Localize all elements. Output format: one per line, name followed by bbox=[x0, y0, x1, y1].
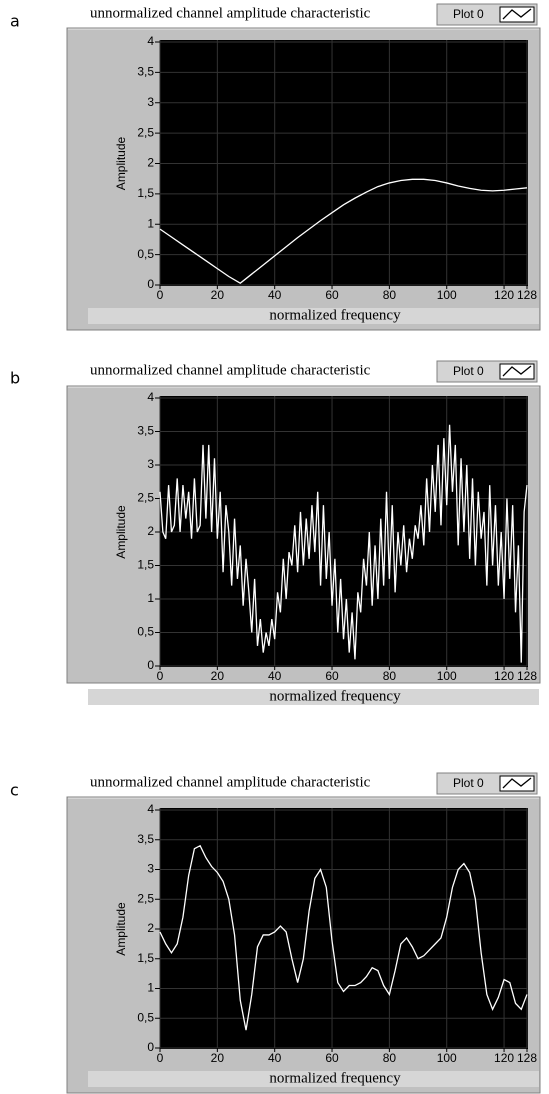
y-tick-label: 4 bbox=[147, 34, 154, 48]
y-tick-label: 2 bbox=[147, 156, 154, 170]
xlabel-strip bbox=[88, 308, 539, 324]
x-tick-label: 120 bbox=[494, 1051, 514, 1065]
x-axis-label: normalized frequency bbox=[269, 307, 401, 323]
x-tick-label: 128 bbox=[517, 669, 537, 683]
y-tick-label: 0 bbox=[147, 277, 154, 291]
panel-label: a bbox=[10, 12, 20, 31]
x-tick-label: 20 bbox=[211, 669, 225, 683]
chart-title: unnormalized channel amplitude character… bbox=[90, 5, 371, 21]
x-tick-label: 0 bbox=[157, 669, 164, 683]
y-tick-label: 1 bbox=[147, 981, 154, 995]
x-tick-label: 0 bbox=[157, 288, 164, 302]
legend-glyph bbox=[502, 365, 532, 377]
panel-label: b bbox=[10, 369, 20, 388]
x-tick-label: 40 bbox=[268, 669, 282, 683]
legend-label: Plot 0 bbox=[453, 7, 484, 21]
y-tick-label: 4 bbox=[147, 802, 154, 816]
y-tick-label: 1,5 bbox=[137, 558, 154, 572]
y-axis-label: Amplitude bbox=[114, 505, 128, 559]
y-tick-label: 2,5 bbox=[137, 125, 154, 139]
x-tick-label: 100 bbox=[437, 1051, 457, 1065]
y-tick-label: 0 bbox=[147, 1040, 154, 1054]
y-tick-label: 4 bbox=[147, 390, 154, 404]
x-tick-label: 128 bbox=[517, 288, 537, 302]
legend-glyph bbox=[502, 8, 532, 20]
y-tick-label: 1 bbox=[147, 591, 154, 605]
y-tick-label: 0,5 bbox=[137, 247, 154, 261]
y-axis-label: Amplitude bbox=[114, 137, 128, 191]
x-tick-label: 100 bbox=[437, 288, 457, 302]
legend-label: Plot 0 bbox=[453, 364, 484, 378]
data-line bbox=[159, 424, 528, 663]
y-tick-label: 3,5 bbox=[137, 424, 154, 438]
y-tick-label: 3,5 bbox=[137, 832, 154, 846]
y-tick-label: 0,5 bbox=[137, 625, 154, 639]
y-tick-label: 1 bbox=[147, 216, 154, 230]
y-tick-label: 1,5 bbox=[137, 951, 154, 965]
xlabel-strip bbox=[88, 689, 539, 705]
y-tick-label: 2,5 bbox=[137, 491, 154, 505]
x-tick-label: 0 bbox=[157, 1051, 164, 1065]
y-tick-label: 3 bbox=[147, 95, 154, 109]
x-tick-label: 100 bbox=[437, 669, 457, 683]
x-tick-label: 60 bbox=[325, 1051, 339, 1065]
x-tick-label: 20 bbox=[211, 1051, 225, 1065]
x-tick-label: 20 bbox=[211, 288, 225, 302]
x-tick-label: 40 bbox=[268, 288, 282, 302]
chart-title: unnormalized channel amplitude character… bbox=[90, 362, 371, 378]
y-tick-label: 3,5 bbox=[137, 65, 154, 79]
x-tick-label: 80 bbox=[383, 669, 397, 683]
legend-label: Plot 0 bbox=[453, 776, 484, 790]
y-tick-label: 0,5 bbox=[137, 1010, 154, 1024]
x-tick-label: 80 bbox=[383, 288, 397, 302]
x-axis-label: normalized frequency bbox=[269, 688, 401, 704]
panel-label: c bbox=[10, 781, 19, 800]
x-tick-label: 60 bbox=[325, 288, 339, 302]
y-tick-label: 3 bbox=[147, 862, 154, 876]
y-tick-label: 1,5 bbox=[137, 186, 154, 200]
y-tick-label: 2 bbox=[147, 921, 154, 935]
x-tick-label: 128 bbox=[517, 1051, 537, 1065]
x-tick-label: 80 bbox=[383, 1051, 397, 1065]
y-tick-label: 3 bbox=[147, 457, 154, 471]
y-tick-label: 2 bbox=[147, 524, 154, 538]
legend-glyph bbox=[502, 777, 532, 789]
x-tick-label: 120 bbox=[494, 669, 514, 683]
y-axis-label: Amplitude bbox=[114, 902, 128, 956]
xlabel-strip bbox=[88, 1071, 539, 1087]
data-line bbox=[159, 844, 528, 1031]
y-tick-label: 0 bbox=[147, 658, 154, 672]
x-tick-label: 40 bbox=[268, 1051, 282, 1065]
data-line bbox=[159, 178, 528, 284]
x-axis-label: normalized frequency bbox=[269, 1070, 401, 1086]
chart-title: unnormalized channel amplitude character… bbox=[90, 774, 371, 790]
x-tick-label: 60 bbox=[325, 669, 339, 683]
x-tick-label: 120 bbox=[494, 288, 514, 302]
y-tick-label: 2,5 bbox=[137, 891, 154, 905]
